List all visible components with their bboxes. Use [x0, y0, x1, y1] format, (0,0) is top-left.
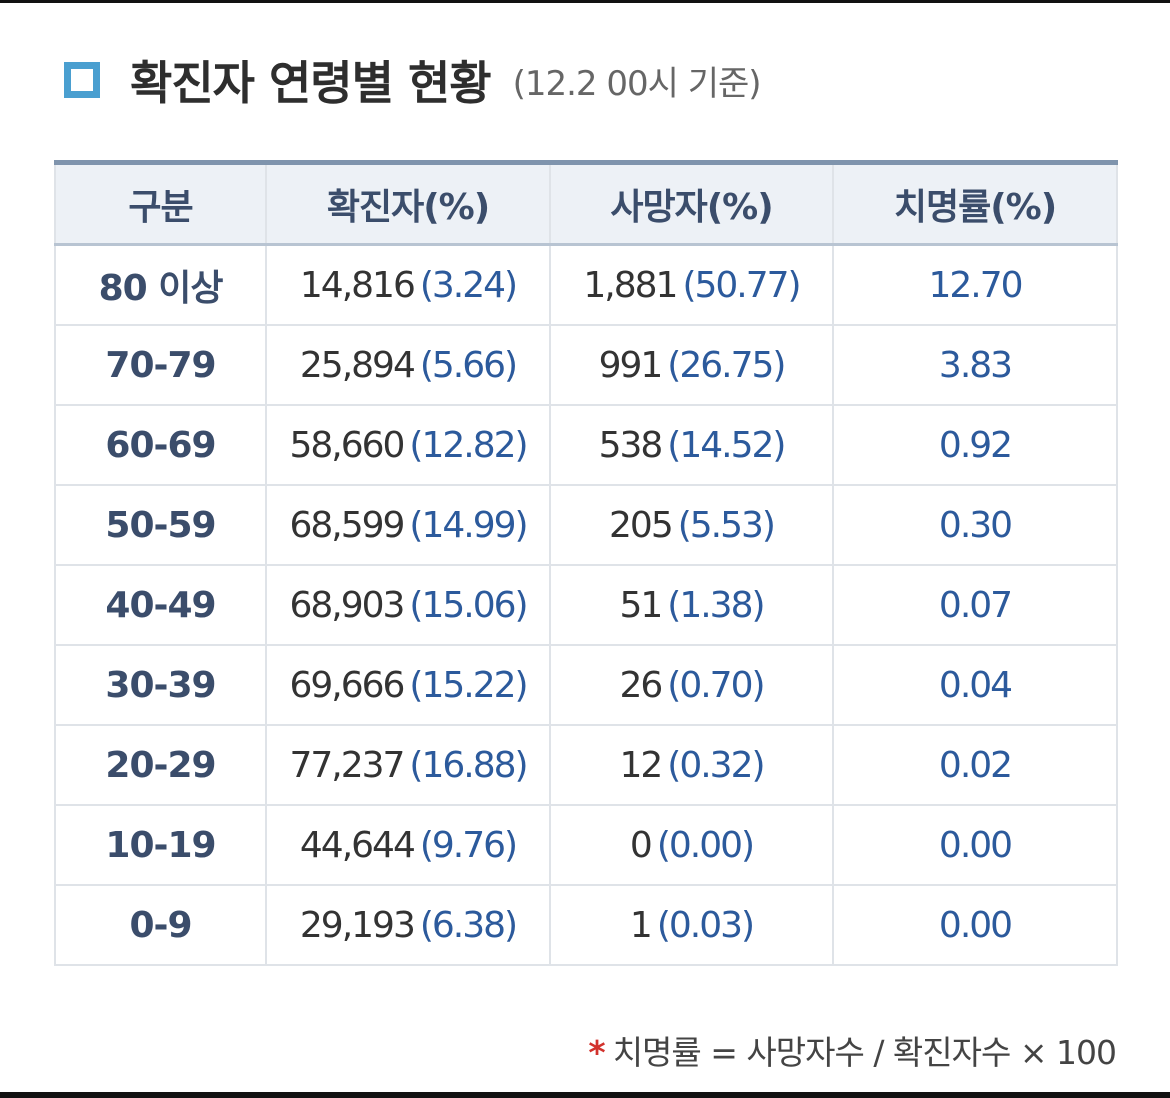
deaths-cell: 205 (5.53) — [549, 484, 834, 566]
confirmed-cell: 68,903 (15.06) — [265, 564, 551, 646]
table-header-row: 구분 확진자(%) 사망자(%) 치명률(%) — [54, 161, 1118, 246]
confirmed-percent: (15.06) — [409, 584, 528, 626]
deaths-cell: 1 (0.03) — [549, 884, 834, 966]
age-group-cell: 70-79 — [54, 324, 267, 406]
deaths-cell: 538 (14.52) — [549, 404, 834, 486]
age-stats-table: 구분 확진자(%) 사망자(%) 치명률(%) 80 이상 14,816 (3.24… — [54, 160, 1118, 966]
deaths-count: 26 — [619, 664, 663, 706]
confirmed-count: 68,599 — [289, 504, 405, 546]
confirmed-cell: 44,644 (9.76) — [265, 804, 551, 886]
confirmed-percent: (9.76) — [419, 824, 518, 866]
deaths-count: 538 — [598, 424, 664, 466]
confirmed-percent: (15.22) — [409, 664, 528, 706]
deaths-percent: (0.00) — [656, 824, 755, 866]
deaths-cell: 51 (1.38) — [549, 564, 834, 646]
age-group-cell: 60-69 — [54, 404, 267, 486]
confirmed-percent: (16.88) — [409, 744, 528, 786]
deaths-percent: (50.77) — [682, 264, 801, 306]
confirmed-count: 58,660 — [289, 424, 405, 466]
age-group-cell: 50-59 — [54, 484, 267, 566]
table-body: 80 이상 14,816 (3.24) 1,881 (50.77) 12.70 70-79 2… — [54, 243, 1118, 966]
page-title: 확진자 연령별 현황 — [130, 56, 492, 110]
fatality-rate-cell: 0.04 — [832, 644, 1118, 726]
deaths-count: 51 — [619, 584, 663, 626]
confirmed-percent: (5.66) — [419, 344, 518, 386]
age-group-cell: 10-19 — [54, 804, 267, 886]
deaths-count: 0 — [629, 824, 653, 866]
date-note: (12.2 00시 기준) — [512, 63, 762, 104]
table-row: 80 이상 14,816 (3.24) 1,881 (50.77) 12.70 — [54, 243, 1118, 326]
table-row: 70-79 25,894 (5.66) 991 (26.75) 3.83 — [54, 324, 1118, 406]
confirmed-count: 44,644 — [299, 824, 416, 866]
page-header: 확진자 연령별 현황 (12.2 00시 기준) — [64, 40, 762, 120]
fatality-rate-cell: 0.92 — [832, 404, 1118, 486]
column-header-age: 구분 — [54, 161, 267, 246]
deaths-cell: 26 (0.70) — [549, 644, 834, 726]
table-row: 10-19 44,644 (9.76) 0 (0.00) 0.00 — [54, 804, 1118, 886]
deaths-percent: (26.75) — [667, 344, 786, 386]
confirmed-percent: (12.82) — [409, 424, 528, 466]
deaths-percent: (14.52) — [667, 424, 786, 466]
footnote-asterisk: * — [588, 1033, 605, 1072]
confirmed-cell: 29,193 (6.38) — [265, 884, 551, 966]
table-row: 20-29 77,237 (16.88) 12 (0.32) 0.02 — [54, 724, 1118, 806]
deaths-percent: (5.53) — [677, 504, 776, 546]
deaths-count: 1 — [629, 904, 653, 946]
table-row: 50-59 68,599 (14.99) 205 (5.53) 0.30 — [54, 484, 1118, 566]
deaths-percent: (0.32) — [667, 744, 765, 786]
square-outline-icon — [64, 62, 100, 98]
age-group-cell: 40-49 — [54, 564, 267, 646]
fatality-rate-cell: 12.70 — [832, 243, 1118, 326]
confirmed-count: 68,903 — [289, 584, 405, 626]
confirmed-percent: (6.38) — [419, 904, 518, 946]
age-group-cell: 0-9 — [54, 884, 267, 966]
confirmed-cell: 58,660 (12.82) — [265, 404, 551, 486]
deaths-percent: (0.70) — [667, 664, 765, 706]
fatality-rate-cell: 0.00 — [832, 804, 1118, 886]
bottom-rule — [0, 1092, 1170, 1098]
fatality-rate-cell: 3.83 — [832, 324, 1118, 406]
confirmed-cell: 68,599 (14.99) — [265, 484, 551, 566]
column-header-deaths: 사망자(%) — [549, 161, 834, 246]
fatality-rate-cell: 0.02 — [832, 724, 1118, 806]
column-header-confirmed: 확진자(%) — [265, 161, 551, 246]
deaths-cell: 0 (0.00) — [549, 804, 834, 886]
confirmed-count: 69,666 — [289, 664, 405, 706]
deaths-cell: 991 (26.75) — [549, 324, 834, 406]
deaths-cell: 12 (0.32) — [549, 724, 834, 806]
confirmed-count: 77,237 — [289, 744, 405, 786]
confirmed-count: 29,193 — [299, 904, 416, 946]
confirmed-percent: (14.99) — [409, 504, 528, 546]
top-rule — [0, 0, 1170, 3]
table-row: 60-69 58,660 (12.82) 538 (14.52) 0.92 — [54, 404, 1118, 486]
deaths-count: 205 — [609, 504, 674, 546]
confirmed-cell: 77,237 (16.88) — [265, 724, 551, 806]
footnote-text: 치명률 = 사망자수 / 확진자수 × 100 — [612, 1033, 1117, 1072]
fatality-rate-cell: 0.30 — [832, 484, 1118, 566]
table-row: 40-49 68,903 (15.06) 51 (1.38) 0.07 — [54, 564, 1118, 646]
deaths-percent: (0.03) — [656, 904, 755, 946]
confirmed-cell: 69,666 (15.22) — [265, 644, 551, 726]
age-group-cell: 30-39 — [54, 644, 267, 726]
deaths-cell: 1,881 (50.77) — [549, 243, 834, 326]
fatality-rate-cell: 0.00 — [832, 884, 1118, 966]
confirmed-count: 25,894 — [299, 344, 416, 386]
deaths-count: 12 — [619, 744, 663, 786]
confirmed-cell: 25,894 (5.66) — [265, 324, 551, 406]
deaths-percent: (1.38) — [667, 584, 765, 626]
column-header-fatality: 치명률(%) — [832, 161, 1118, 246]
deaths-count: 991 — [598, 344, 664, 386]
age-group-cell: 20-29 — [54, 724, 267, 806]
table-row: 30-39 69,666 (15.22) 26 (0.70) 0.04 — [54, 644, 1118, 726]
confirmed-percent: (3.24) — [419, 264, 518, 306]
table-row: 0-9 29,193 (6.38) 1 (0.03) 0.00 — [54, 884, 1118, 966]
age-group-cell: 80 이상 — [54, 243, 267, 326]
deaths-count: 1,881 — [583, 264, 678, 306]
confirmed-count: 14,816 — [299, 264, 416, 306]
footnote: * 치명률 = 사망자수 / 확진자수 × 100 — [588, 1026, 1117, 1074]
confirmed-cell: 14,816 (3.24) — [265, 243, 551, 326]
fatality-rate-cell: 0.07 — [832, 564, 1118, 646]
